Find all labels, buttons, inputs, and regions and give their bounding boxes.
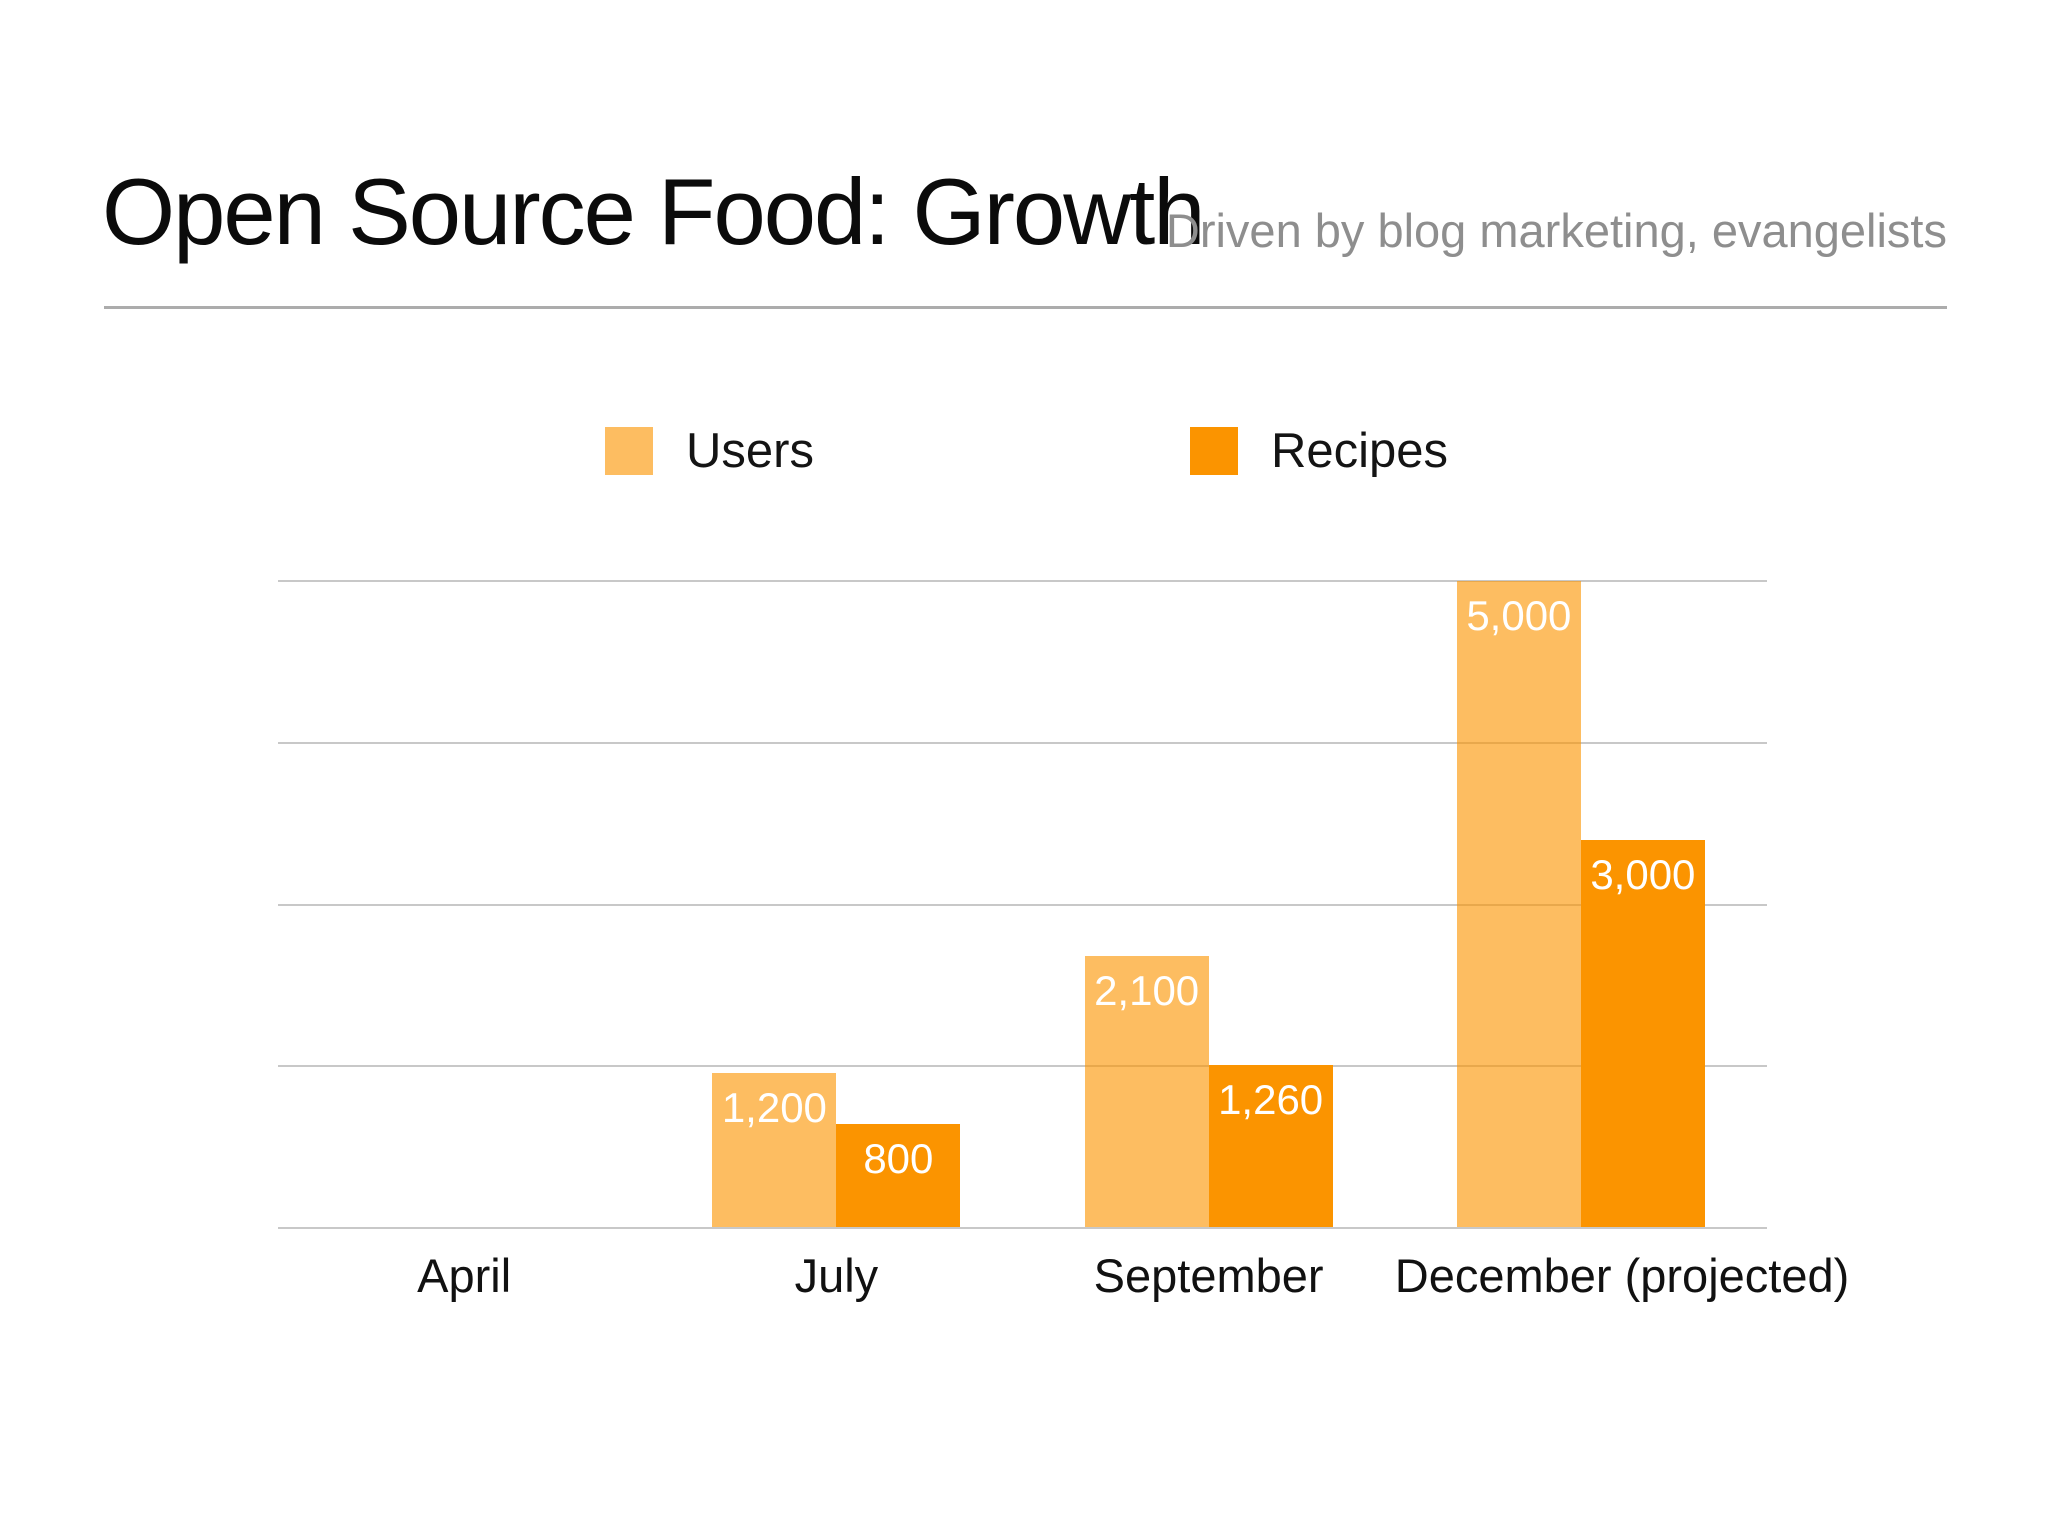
gridline: [278, 741, 1767, 744]
bar-recipes-september: 1,260: [1208, 1064, 1333, 1228]
bar-users-july: 1,200: [712, 1072, 837, 1228]
bar-value-label: 3,000: [1590, 850, 1696, 898]
slide-subtitle: Driven by blog marketing, evangelists: [1165, 204, 1947, 257]
x-axis-label: September: [1093, 1249, 1324, 1302]
legend-item-users: Users: [605, 423, 814, 478]
gridline: [278, 903, 1767, 906]
gridline: [278, 580, 1767, 582]
bar-value-label: 2,100: [1094, 967, 1200, 1015]
header-divider: [104, 306, 1947, 309]
bar-value-label: 1,260: [1218, 1075, 1324, 1123]
x-axis-label: December (projected): [1394, 1249, 1850, 1302]
slide-title: Open Source Food: Growth: [102, 159, 1205, 264]
legend-label-users: Users: [686, 423, 814, 478]
bar-chart: 1,200 800 2,100 1,260 5,000 3,000: [278, 580, 1767, 1229]
x-axis-label: April: [417, 1249, 512, 1302]
legend-swatch-users-icon: [605, 427, 653, 475]
gridline: [278, 1065, 1767, 1068]
bar-users-september: 2,100: [1084, 956, 1209, 1228]
legend-item-recipes: Recipes: [1190, 423, 1449, 478]
bar-value-label: 800: [863, 1135, 934, 1183]
x-axis-baseline: [278, 1227, 1767, 1229]
legend-label-recipes: Recipes: [1271, 423, 1449, 478]
legend-swatch-recipes-icon: [1190, 427, 1238, 475]
bar-recipes-july: 800: [836, 1124, 961, 1228]
bar-users-december: 5,000: [1456, 581, 1581, 1228]
x-axis-label: July: [794, 1249, 879, 1302]
bar-value-label: 1,200: [721, 1083, 827, 1131]
bar-value-label: 5,000: [1466, 592, 1572, 639]
bar-recipes-december: 3,000: [1580, 839, 1705, 1228]
